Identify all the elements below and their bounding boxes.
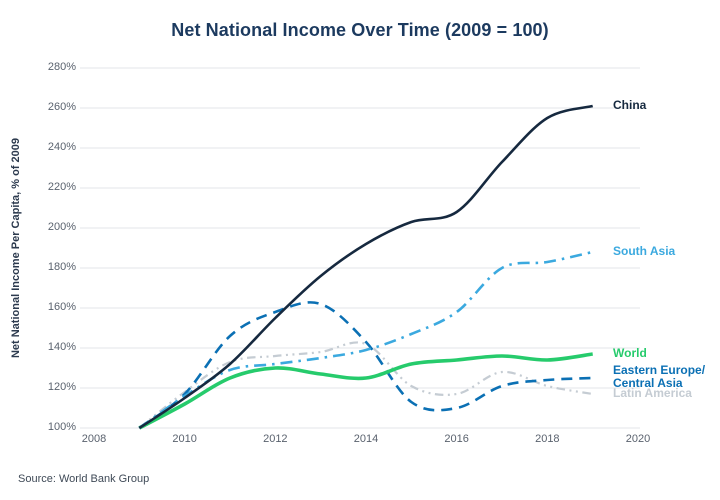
y-tick-label: 100% [47, 421, 76, 433]
x-tick-label: 2016 [444, 433, 469, 445]
y-tick-label: 180% [47, 261, 76, 273]
chart-title: Net National Income Over Time (2009 = 10… [171, 20, 549, 40]
y-tick-label: 160% [47, 301, 76, 313]
series-line-world [138, 352, 593, 430]
y-tick-label: 240% [47, 141, 76, 153]
y-tick-label: 280% [47, 61, 76, 73]
series-label-eastern-europe-central-asia: Eastern Europe/Central Asia [613, 363, 706, 390]
plot-area [80, 67, 640, 430]
series-line-south-asia [138, 250, 593, 430]
series-line-eastern-europe-central-asia [138, 301, 593, 430]
series-label-world: World [613, 346, 647, 360]
x-tick-label: 2014 [353, 433, 379, 445]
series-label-latin-america: Latin America [613, 386, 692, 400]
x-tick-label: 2020 [625, 433, 651, 445]
y-tick-label: 220% [47, 181, 76, 193]
series-label-china: China [613, 98, 647, 112]
y-tick-label: 120% [47, 381, 76, 393]
series-label-south-asia: South Asia [613, 244, 676, 258]
source-note: Source: World Bank Group [18, 473, 150, 485]
y-tick-label: 260% [47, 101, 76, 113]
y-tick-label: 200% [47, 221, 76, 233]
x-tick-label: 2012 [263, 433, 288, 445]
x-tick-label: 2018 [535, 433, 560, 445]
y-tick-label: 140% [47, 341, 76, 353]
series-line-china [138, 104, 594, 430]
x-tick-label: 2010 [172, 433, 197, 445]
series-line-latin-america [138, 341, 593, 429]
x-tick-label: 2008 [81, 433, 107, 445]
